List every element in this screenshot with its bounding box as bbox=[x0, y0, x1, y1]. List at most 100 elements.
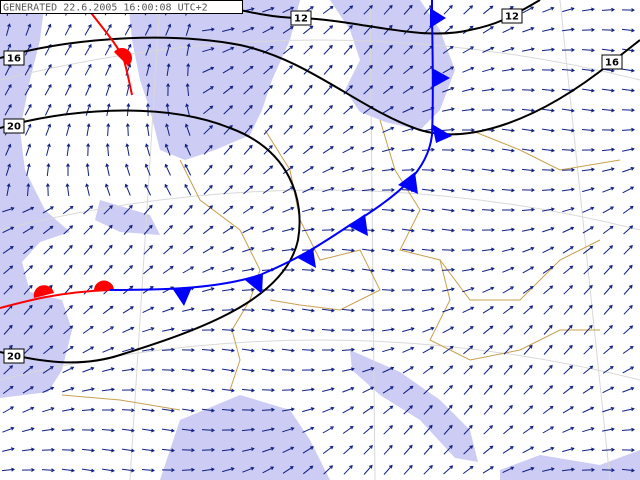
warm-front-symbols bbox=[33, 47, 132, 298]
border bbox=[61, 394, 181, 411]
wind-arrow bbox=[125, 143, 130, 156]
wind-arrow bbox=[461, 107, 475, 112]
wind-arrow bbox=[542, 6, 555, 13]
wind-arrow bbox=[63, 325, 74, 335]
wind-arrow bbox=[202, 266, 215, 273]
wind-arrow bbox=[124, 23, 132, 36]
wind-arrow bbox=[262, 427, 275, 432]
wind-arrow bbox=[182, 245, 194, 254]
wind-arrow bbox=[383, 44, 393, 55]
wind-arrow bbox=[2, 385, 14, 394]
wind-arrow bbox=[581, 48, 595, 53]
wind-arrow bbox=[162, 408, 175, 413]
wind-arrow bbox=[402, 106, 415, 113]
wind-arrow bbox=[5, 163, 11, 176]
wind-arrow bbox=[342, 386, 355, 393]
wind-arrow bbox=[621, 28, 635, 33]
wind-arrow bbox=[123, 265, 134, 275]
wind-arrow bbox=[63, 225, 74, 235]
wind-arrow bbox=[145, 43, 152, 56]
wind-arrow bbox=[61, 448, 75, 453]
wind-arrow bbox=[242, 368, 255, 373]
wind-arrow bbox=[403, 444, 413, 455]
wind-arrow bbox=[222, 27, 235, 32]
wind-arrow bbox=[422, 326, 435, 333]
wind-arrow bbox=[503, 325, 514, 335]
wind-arrow bbox=[322, 166, 335, 174]
wind-arrow bbox=[522, 148, 535, 153]
wind-arrow bbox=[142, 448, 155, 453]
wind-arrow bbox=[623, 304, 633, 315]
wind-arrow bbox=[322, 426, 335, 434]
wind-arrow bbox=[522, 285, 534, 294]
wind-arrow bbox=[122, 347, 135, 353]
wind-arrow bbox=[562, 108, 575, 113]
wind-arrow bbox=[483, 364, 493, 375]
wind-arrow bbox=[503, 425, 514, 435]
wind-arrow bbox=[482, 325, 494, 335]
wind-arrow bbox=[441, 267, 455, 272]
wind-arrow bbox=[184, 163, 192, 176]
wind-arrow bbox=[181, 428, 195, 433]
wind-arrow bbox=[43, 245, 53, 255]
wind-arrow bbox=[621, 427, 635, 432]
generated-stamp: GENERATED 22.6.2005 16:00:08 UTC+2 bbox=[3, 3, 208, 14]
wind-arrow bbox=[42, 427, 55, 432]
wind-arrow bbox=[402, 346, 415, 353]
triangle bbox=[296, 248, 316, 268]
wind-arrow bbox=[84, 43, 92, 56]
wind-arrow bbox=[422, 307, 435, 312]
wind-arrow bbox=[482, 26, 494, 34]
wind-arrow bbox=[241, 308, 255, 313]
wind-arrow bbox=[221, 328, 235, 333]
parallel bbox=[0, 39, 640, 81]
mediterranean bbox=[160, 395, 330, 480]
wind-arrow bbox=[502, 67, 515, 72]
wind-arrow bbox=[81, 428, 95, 433]
wind-arrow bbox=[282, 427, 295, 433]
wind-arrow bbox=[242, 226, 255, 234]
wind-arrow bbox=[622, 345, 634, 354]
wind-arrow bbox=[523, 324, 533, 335]
wind-arrow bbox=[302, 387, 315, 392]
wind-arrow bbox=[563, 324, 573, 335]
wind-arrow bbox=[181, 348, 195, 353]
wind-arrow bbox=[582, 206, 595, 213]
wind-arrow bbox=[45, 23, 52, 36]
wind-arrow bbox=[23, 345, 34, 355]
wind-arrow bbox=[542, 467, 555, 472]
wind-arrow bbox=[502, 247, 515, 252]
wind-arrow bbox=[62, 346, 74, 354]
wind-arrow bbox=[541, 68, 555, 73]
wind-arrow bbox=[41, 468, 55, 473]
wind-arrow bbox=[105, 83, 112, 96]
wind-arrow bbox=[443, 365, 454, 375]
wind-arrow bbox=[62, 386, 75, 393]
wind-arrow bbox=[363, 464, 373, 475]
wind-arrow bbox=[583, 345, 594, 355]
wind-arrow bbox=[463, 365, 473, 375]
wind-arrow bbox=[24, 63, 32, 76]
wind-arrow bbox=[283, 84, 293, 95]
wind-arrow bbox=[221, 348, 235, 353]
wind-arrow bbox=[42, 225, 54, 235]
wind-arrow bbox=[243, 185, 254, 195]
wind-arrow bbox=[602, 186, 615, 193]
wind-arrow bbox=[202, 66, 215, 73]
wind-arrow bbox=[43, 325, 54, 335]
wind-arrow bbox=[422, 365, 434, 374]
wind-arrow bbox=[145, 143, 151, 156]
wind-arrow bbox=[3, 365, 14, 375]
wind-arrow bbox=[421, 188, 435, 193]
wind-arrow bbox=[122, 306, 134, 314]
north-sea bbox=[128, 0, 300, 160]
label-box bbox=[601, 54, 623, 70]
wind-arrow bbox=[622, 386, 635, 393]
wind-arrow bbox=[543, 304, 553, 315]
wind-arrow bbox=[42, 386, 55, 393]
wind-arrow bbox=[563, 365, 573, 375]
wind-arrow bbox=[521, 88, 535, 93]
wind-arrow bbox=[442, 66, 455, 74]
wind-arrow bbox=[322, 207, 335, 212]
wind-arrow bbox=[463, 5, 474, 15]
